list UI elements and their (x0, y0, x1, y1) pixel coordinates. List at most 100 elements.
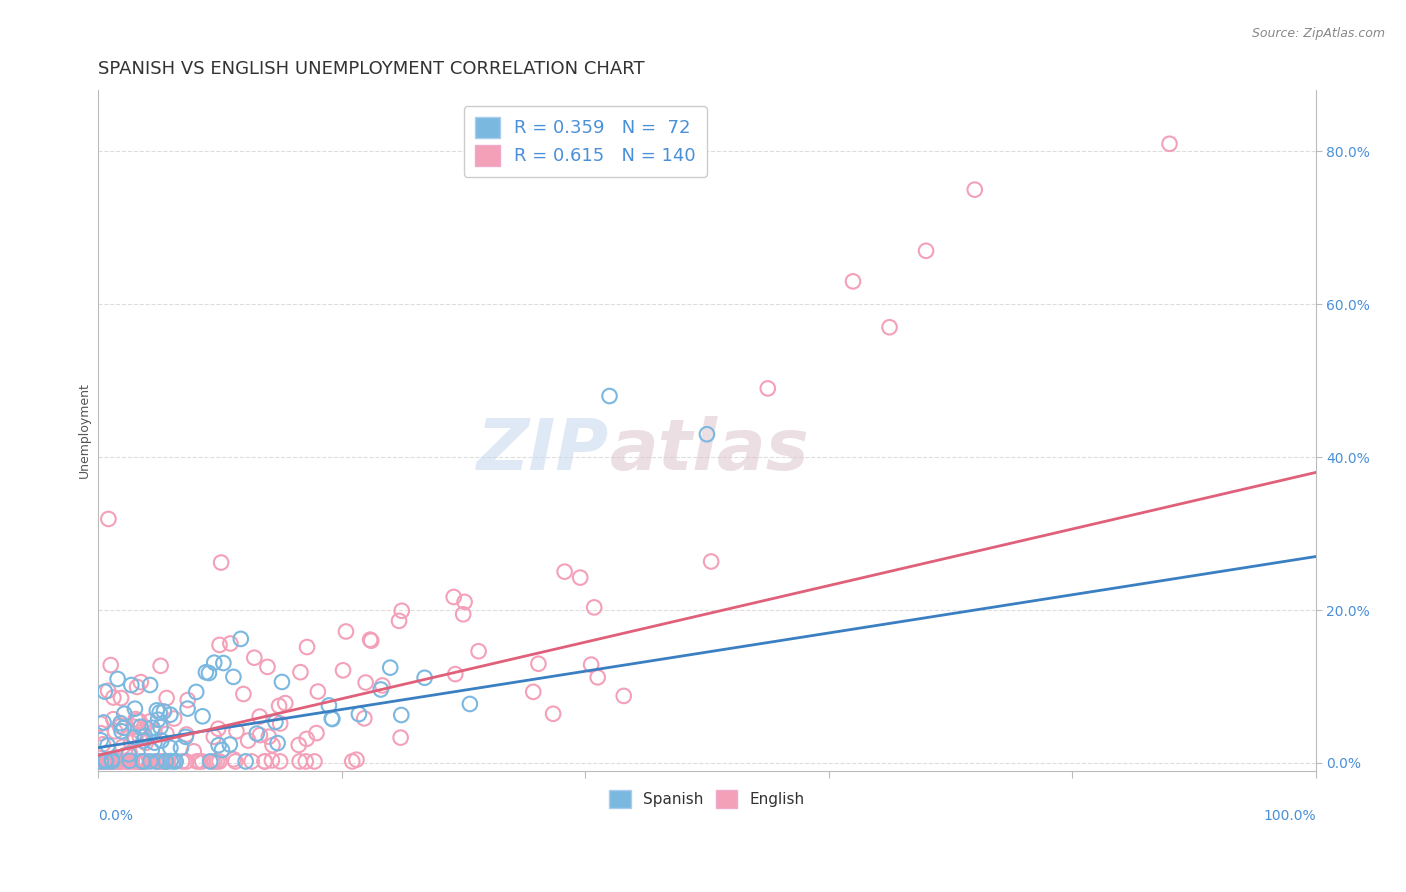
Point (243, 650, 266, 665)
Point (139, 755, 162, 769)
Point (212, 656, 235, 670)
Point (115, 755, 138, 769)
Point (467, 644, 489, 658)
Point (218, 738, 240, 752)
Point (354, 675, 377, 690)
Point (134, 729, 156, 743)
Point (194, 665, 217, 680)
Point (304, 755, 326, 769)
Point (249, 709, 271, 723)
Point (141, 743, 163, 757)
Point (353, 711, 375, 725)
Point (174, 730, 197, 744)
Point (335, 624, 357, 639)
Point (219, 636, 242, 650)
Point (90, 716, 112, 731)
Point (163, 712, 186, 726)
Point (527, 657, 550, 671)
Point (271, 675, 294, 690)
Point (91, 737, 114, 751)
Point (267, 698, 290, 713)
Point (321, 711, 343, 725)
Point (253, 755, 276, 769)
Point (389, 708, 412, 723)
Point (332, 663, 354, 677)
Point (229, 632, 252, 646)
Point (125, 755, 148, 769)
Point (90, 755, 112, 769)
Point (135, 755, 157, 769)
Point (135, 736, 157, 750)
Point (127, 680, 149, 694)
Point (97, 683, 120, 698)
Point (101, 755, 124, 769)
Point (93, 715, 115, 730)
Point (236, 733, 259, 747)
Point (149, 720, 172, 734)
Point (202, 656, 225, 670)
Text: Source: ZipAtlas.com: Source: ZipAtlas.com (1251, 27, 1385, 40)
Point (128, 729, 150, 743)
Text: 100.0%: 100.0% (1263, 809, 1316, 823)
Point (94, 754, 117, 768)
Point (444, 667, 467, 681)
Point (202, 730, 225, 744)
Point (129, 720, 152, 734)
Point (93, 755, 115, 769)
Point (91, 755, 114, 769)
Point (129, 675, 152, 690)
Point (1159, 136, 1181, 151)
Text: ZIP: ZIP (477, 417, 610, 485)
Point (129, 755, 152, 769)
Point (143, 724, 166, 739)
Point (98, 755, 121, 769)
Point (107, 672, 129, 686)
Point (183, 744, 205, 758)
Point (569, 571, 592, 585)
Point (128, 755, 150, 769)
Text: SPANISH VS ENGLISH UNEMPLOYMENT CORRELATION CHART: SPANISH VS ENGLISH UNEMPLOYMENT CORRELAT… (98, 60, 645, 78)
Point (172, 755, 194, 769)
Point (150, 733, 173, 747)
Point (145, 755, 167, 769)
Point (114, 747, 136, 762)
Point (112, 721, 135, 735)
Point (132, 720, 155, 734)
Point (294, 755, 316, 769)
Point (90, 733, 112, 747)
Point (150, 755, 173, 769)
Point (111, 755, 134, 769)
Point (131, 755, 153, 769)
Point (188, 755, 211, 769)
Point (208, 638, 231, 652)
Point (107, 755, 129, 769)
Point (120, 736, 142, 750)
Point (207, 722, 229, 736)
Point (360, 633, 382, 648)
Point (209, 556, 232, 570)
Point (380, 660, 402, 674)
Point (288, 755, 311, 769)
Point (146, 703, 169, 717)
Point (240, 755, 263, 769)
Point (103, 712, 125, 726)
Point (453, 595, 475, 609)
Point (103, 690, 125, 705)
Point (153, 705, 176, 719)
Point (191, 755, 214, 769)
Point (170, 740, 193, 755)
Point (108, 755, 131, 769)
Point (388, 614, 411, 628)
Point (97, 755, 120, 769)
Point (295, 731, 318, 746)
Point (90, 726, 112, 740)
Point (266, 736, 288, 750)
Point (124, 731, 146, 745)
Point (253, 755, 276, 769)
Point (347, 707, 370, 722)
Point (191, 709, 214, 723)
Point (94, 755, 117, 769)
Point (90, 755, 112, 769)
Point (541, 706, 564, 721)
Point (208, 755, 231, 769)
